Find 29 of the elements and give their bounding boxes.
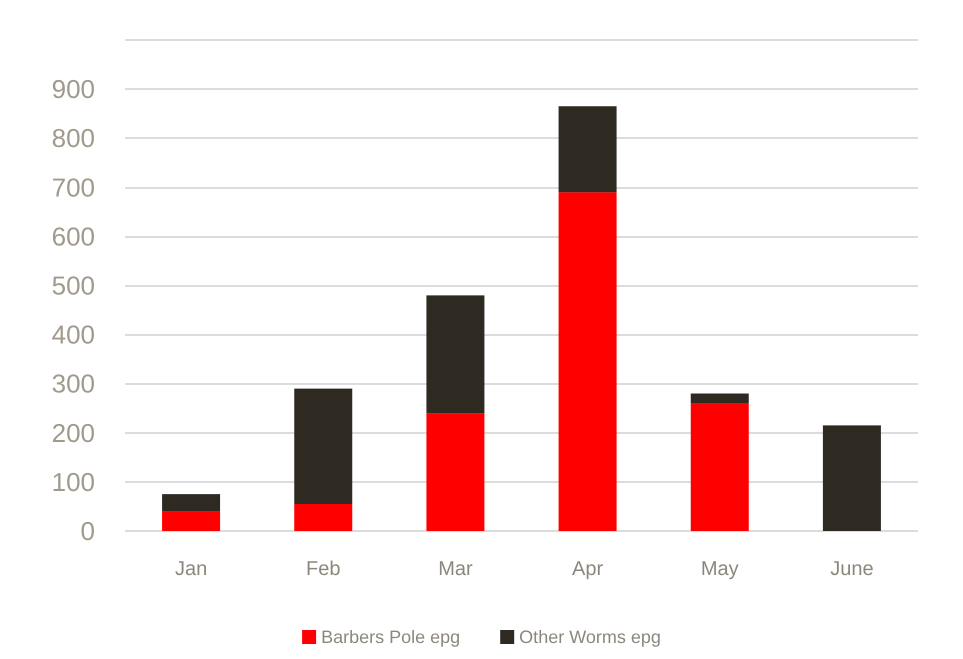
legend-label: Other Worms epg	[519, 627, 661, 647]
bar	[426, 295, 484, 414]
y-tick-label: 200	[52, 418, 95, 448]
bar	[690, 394, 749, 404]
y-tick-label: 300	[52, 368, 95, 399]
x-tick-label: Mar	[438, 558, 473, 580]
x-tick-label: May	[700, 558, 739, 580]
bar	[162, 511, 220, 531]
bar	[558, 106, 617, 192]
bar	[426, 413, 484, 531]
y-tick-label: 800	[52, 123, 95, 154]
y-tick-label: 900	[52, 74, 95, 104]
bar	[294, 504, 352, 531]
y-tick-label: 400	[52, 320, 95, 350]
y-tick-label: 100	[52, 466, 95, 497]
bar	[558, 192, 617, 531]
bar	[162, 494, 220, 512]
x-tick-label: Feb	[306, 558, 340, 580]
y-tick-label: 600	[52, 221, 95, 252]
y-tick-label: 0	[80, 516, 95, 546]
bar	[822, 425, 881, 531]
x-tick-label: Apr	[572, 558, 604, 580]
bar	[294, 388, 352, 504]
y-tick-label: 500	[52, 270, 95, 300]
legend-label: Barbers Pole epg	[321, 627, 460, 647]
x-tick-label: Jan	[174, 558, 208, 580]
y-tick-label: 700	[52, 172, 95, 202]
x-tick-label: June	[830, 558, 874, 580]
bar	[690, 403, 749, 531]
